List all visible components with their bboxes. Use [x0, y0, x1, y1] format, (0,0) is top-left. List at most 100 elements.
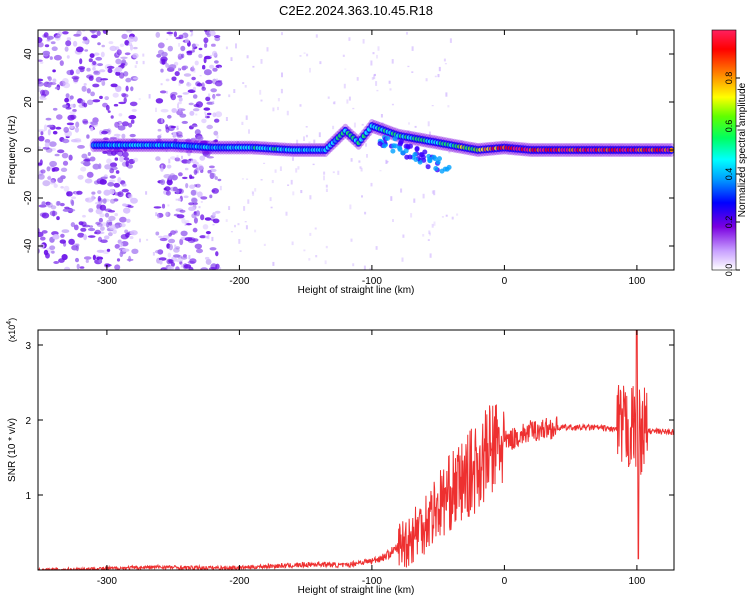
chart-title: C2E2.2024.363.10.45.R18 [279, 3, 433, 18]
heatmap-cell [414, 146, 420, 151]
heatmap-cell [68, 238, 75, 245]
heatmap-cell [99, 213, 105, 218]
heatmap-cell [364, 211, 367, 215]
heatmap-cell [52, 234, 60, 240]
heatmap-cell [179, 113, 187, 118]
heatmap-cell [123, 157, 130, 161]
heatmap-cell [60, 186, 64, 189]
heatmap-cell [73, 33, 81, 37]
heatmap-cell [201, 82, 205, 89]
heatmap-cell [175, 36, 182, 40]
heatmap-cell [104, 96, 109, 101]
heatmap-cell [187, 150, 191, 157]
heatmap-cell [216, 78, 218, 81]
heatmap-cell [208, 93, 211, 98]
heatmap-cell [153, 206, 162, 209]
heatmap-cell [174, 230, 178, 234]
heatmap-cell [109, 162, 118, 168]
heatmap-cell [87, 152, 91, 156]
heatmap-cell [238, 239, 241, 244]
heatmap-cell [441, 216, 444, 218]
heatmap-cell [212, 218, 220, 224]
x-tick-label: -200 [229, 276, 249, 287]
heatmap-cell [64, 46, 69, 52]
heatmap-cell [123, 207, 131, 214]
heatmap-cell [89, 156, 96, 162]
heatmap-cell [81, 102, 86, 107]
snr-y-multiplier: (x104) [6, 318, 17, 342]
heatmap-cell [376, 54, 378, 59]
heatmap-cell [161, 51, 168, 57]
heatmap-cell [342, 54, 345, 57]
heatmap-cell [73, 224, 79, 231]
heatmap-cell [108, 232, 113, 237]
heatmap-cell [263, 243, 266, 246]
heatmap-cell [191, 124, 198, 128]
heatmap-cell [214, 36, 221, 42]
heatmap-cell [53, 54, 62, 61]
heatmap-cell [92, 99, 101, 103]
heatmap-cell [213, 130, 219, 136]
heatmap-cell [180, 230, 188, 237]
heatmap-cell [177, 53, 183, 60]
heatmap-cell [117, 151, 123, 156]
heatmap-cell [168, 64, 177, 70]
colorbar-gradient [711, 29, 737, 271]
heatmap-cell [70, 199, 74, 205]
heatmap-cell [193, 104, 200, 108]
heatmap-cell [107, 68, 113, 74]
heatmap-cell [44, 44, 50, 48]
heatmap-cell [160, 179, 166, 186]
heatmap-cell [193, 169, 198, 176]
y-tick-label: 1 [25, 491, 31, 502]
heatmap-cell [160, 167, 164, 172]
heatmap-cell [315, 34, 318, 38]
heatmap-cell [102, 150, 108, 154]
heatmap-cell [168, 158, 171, 164]
y-tick-label: -40 [23, 238, 34, 253]
heatmap-cell [86, 88, 91, 94]
heatmap-cell [38, 78, 44, 82]
heatmap-cell [165, 63, 170, 68]
heatmap-cell [57, 149, 65, 154]
heatmap-cell [211, 43, 216, 47]
heatmap-cell [107, 182, 115, 187]
heatmap-cell [429, 131, 431, 137]
heatmap-cell [460, 140, 463, 144]
heatmap-cell [173, 247, 180, 253]
heatmap-cell [91, 34, 98, 39]
heatmap-cell [429, 253, 432, 258]
heatmap-cell [177, 108, 186, 112]
heatmap-cell [51, 250, 55, 254]
heatmap-cell [166, 38, 169, 40]
heatmap-cell [448, 151, 451, 154]
heatmap-cell [183, 264, 192, 269]
heatmap-cell [191, 43, 196, 48]
heatmap-cell [211, 236, 214, 242]
heatmap-cell [160, 83, 163, 86]
heatmap-cell [99, 69, 106, 73]
heatmap-cell [198, 47, 203, 51]
heatmap-cell [155, 98, 164, 104]
heatmap-cell [213, 95, 216, 100]
heatmap-cell [210, 88, 217, 93]
heatmap-cell [125, 85, 129, 92]
heatmap-cell [350, 238, 353, 242]
heatmap-cell [134, 65, 137, 68]
heatmap-cell [192, 164, 198, 168]
heatmap-cell [191, 158, 194, 163]
heatmap-cell [196, 82, 203, 87]
heatmap-cell [45, 117, 52, 121]
heatmap-cell [191, 76, 196, 81]
heatmap-cell [208, 165, 215, 169]
heatmap-cell [104, 164, 112, 170]
heatmap-cell [114, 244, 120, 249]
heatmap-cell [125, 160, 129, 167]
heatmap-cell [303, 136, 305, 141]
heatmap-cell [400, 188, 403, 193]
heatmap-cell [50, 178, 57, 183]
heatmap-cell [97, 195, 102, 202]
heatmap-cell [397, 145, 403, 151]
heatmap-cell [108, 215, 116, 221]
x-tick-label: 100 [629, 576, 646, 587]
